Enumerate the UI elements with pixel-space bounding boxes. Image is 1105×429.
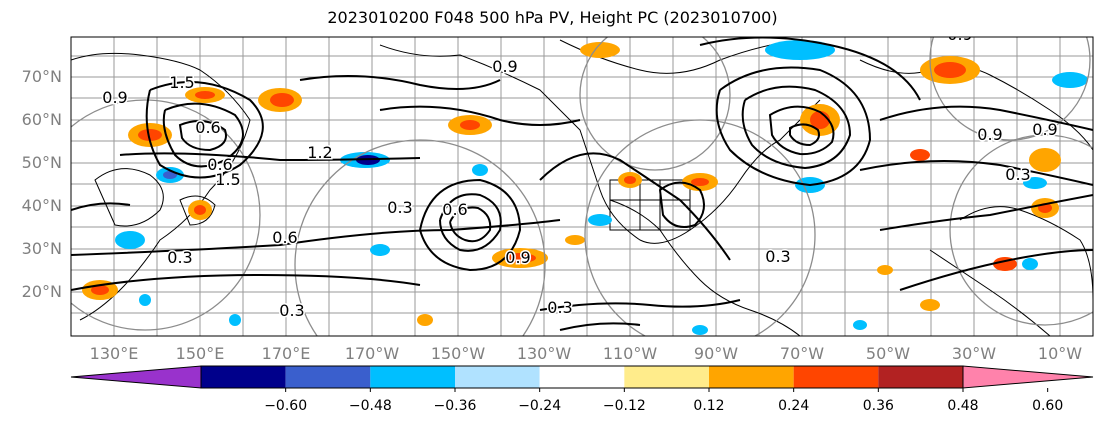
lon-tick-label: 110°W (602, 344, 658, 363)
colorbar-segment (624, 366, 709, 388)
colorbar-tick-label: 0.36 (862, 398, 894, 414)
contour-label: 1.5 (215, 170, 240, 189)
lat-tick-label: 60°N (21, 110, 62, 129)
lat-tick-label: 70°N (21, 67, 62, 86)
colorbar-tick-label: −0.60 (264, 398, 308, 414)
contour-label: 0.3 (765, 247, 790, 266)
contour-label: 0.6 (272, 228, 297, 247)
colorbar-segment (539, 366, 625, 388)
lon-tick-label: 70°W (779, 344, 825, 363)
colorbar-extend-low (70, 365, 202, 389)
contour-label: 0.3 (1005, 165, 1030, 184)
colorbar-tick-label: 0.12 (693, 398, 725, 414)
lat-tick-label: 50°N (21, 153, 62, 172)
colorbar-frame (200, 365, 964, 389)
colorbar-tick-label: 0.48 (947, 398, 979, 414)
contour-label: 0.9 (505, 248, 530, 267)
colorbar-tick-label: −0.36 (433, 398, 477, 414)
lon-tick-label: 90°W (693, 344, 739, 363)
lon-tick-label: 50°W (865, 344, 911, 363)
contour-label: 0.6 (442, 200, 467, 219)
map-frame (70, 36, 1094, 337)
colorbar-tick-label: −0.24 (518, 398, 562, 414)
lat-tick-label: 30°N (21, 239, 62, 258)
contour-label: 0.9 (492, 57, 517, 76)
lat-tick-label: 40°N (21, 196, 62, 215)
contour-labels: 0.91.50.61.21.50.90.30.60.30.90.3 0.60.30… (101, 25, 1059, 322)
colorbar-extend-high (962, 365, 1094, 389)
colorbar-segment (455, 366, 540, 388)
lon-tick-label: 130°W (516, 344, 572, 363)
contour-label: 0.3 (387, 198, 412, 217)
lat-tick-label: 20°N (21, 282, 62, 301)
range-circles (71, 37, 1093, 336)
colorbar-tick-label: −0.48 (348, 398, 392, 414)
colorbar-segment (709, 366, 794, 388)
lon-tick-label: 170°W (344, 344, 400, 363)
colorbar-segment (793, 366, 879, 388)
pv-shading (82, 40, 1088, 335)
contour-label: 0.9 (102, 88, 127, 107)
lon-tick-label: 30°W (951, 344, 997, 363)
lon-tick-label: 130°E (89, 344, 139, 363)
contour-label: 1.2 (307, 143, 332, 162)
contour-label: 0.6 (195, 118, 220, 137)
height-contours (71, 37, 1093, 331)
lon-tick-label: 170°E (261, 344, 311, 363)
colorbar-segment (878, 366, 963, 388)
contour-label: 0.3 (279, 301, 304, 320)
colorbar-segment (285, 366, 371, 388)
contour-label: 1.5 (169, 73, 194, 92)
map-title: 2023010200 F048 500 hPa PV, Height PC (2… (327, 8, 778, 27)
colorbar-segment (201, 366, 286, 388)
colorbar-tick-label: 0.60 (1032, 398, 1064, 414)
colorbar-tick-label: 0.24 (778, 398, 810, 414)
contour-label: 0.3 (167, 248, 192, 267)
lon-tick-label: 150°W (430, 344, 486, 363)
contour-label: 0.9 (947, 25, 972, 44)
colorbar-tick-label: −0.12 (602, 398, 646, 414)
lon-tick-label: 150°E (175, 344, 225, 363)
map-panel: 0.91.50.61.21.50.90.30.60.30.90.3 0.60.30… (71, 25, 1093, 336)
contour-label: 0.9 (977, 125, 1002, 144)
contour-label: 0.9 (1032, 120, 1057, 139)
contour-label: 0.3 (547, 298, 572, 317)
lon-tick-label: 10°W (1037, 344, 1083, 363)
colorbar (70, 365, 1094, 392)
graticule (71, 37, 1093, 336)
colorbar-segment (370, 366, 455, 388)
contour-label: 0.6 (207, 155, 232, 174)
